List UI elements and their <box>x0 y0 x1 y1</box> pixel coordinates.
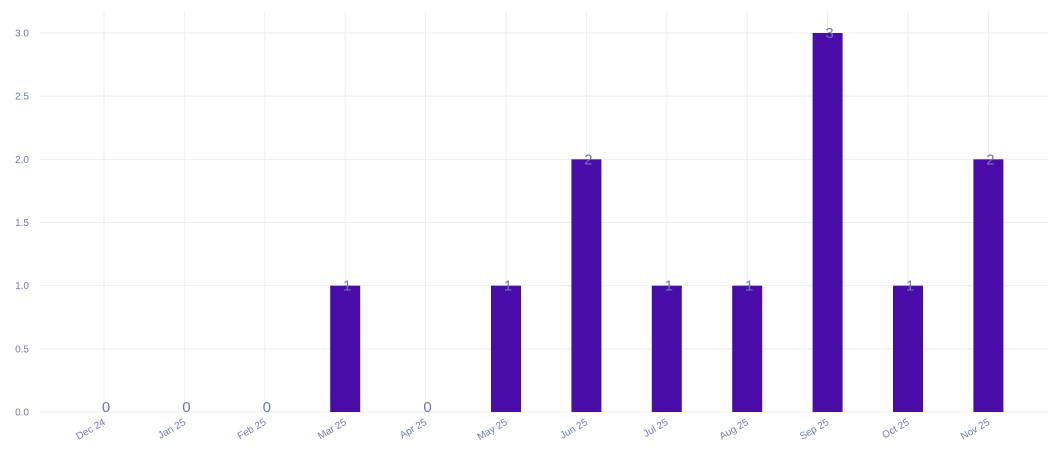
y-tick-label: 1.5 <box>15 218 29 229</box>
data-label: 3 <box>825 25 833 42</box>
data-label: 1 <box>504 278 512 295</box>
y-tick-label: 0.0 <box>15 408 29 419</box>
data-label: 0 <box>263 399 271 416</box>
data-label: 0 <box>182 399 190 416</box>
y-tick-label: 3.0 <box>15 29 29 40</box>
x-tick-label: Apr 25 <box>398 417 429 441</box>
x-tick-label: Jan 25 <box>156 417 188 442</box>
y-tick-label: 0.5 <box>15 344 29 355</box>
bar <box>491 285 521 412</box>
bar-layer <box>330 33 1004 412</box>
data-label: 1 <box>665 278 673 295</box>
x-tick-label: Aug 25 <box>718 417 751 443</box>
bar <box>893 285 923 412</box>
bar <box>812 33 843 412</box>
bar <box>651 285 682 412</box>
y-tick-label: 2.0 <box>15 155 29 166</box>
data-label: 2 <box>584 151 592 168</box>
bar <box>330 285 361 412</box>
x-tick-label: Sep 25 <box>798 417 831 443</box>
data-label: 0 <box>423 399 431 416</box>
y-tick-label: 2.5 <box>15 92 29 103</box>
x-tick-label: Nov 25 <box>959 417 992 443</box>
x-tick-label: Jun 25 <box>558 417 590 442</box>
data-label: 0 <box>102 399 110 416</box>
bar <box>571 159 602 412</box>
x-tick-label: Dec 24 <box>75 417 108 443</box>
x-tick-label: Feb 25 <box>236 417 269 442</box>
x-tick-label: Jul 25 <box>642 417 671 440</box>
x-tick-label: May 25 <box>476 417 510 443</box>
bar <box>732 285 763 412</box>
data-label: 1 <box>745 278 753 295</box>
y-axis: 0.0 0.5 1.0 1.5 2.0 2.5 3.0 <box>15 29 29 419</box>
data-label: 1 <box>343 278 351 295</box>
x-tick-label: Mar 25 <box>316 417 349 442</box>
data-label: 1 <box>906 278 914 295</box>
data-label-layer: 0 0 0 1 0 1 2 1 1 3 1 2 <box>102 25 995 416</box>
x-tick-label: Oct 25 <box>880 417 911 441</box>
data-label: 2 <box>986 151 994 168</box>
bar <box>973 159 1004 412</box>
y-tick-label: 1.0 <box>15 281 29 292</box>
x-axis: Dec 24 Jan 25 Feb 25 Mar 25 Apr 25 May 25 Jun … <box>75 417 993 443</box>
